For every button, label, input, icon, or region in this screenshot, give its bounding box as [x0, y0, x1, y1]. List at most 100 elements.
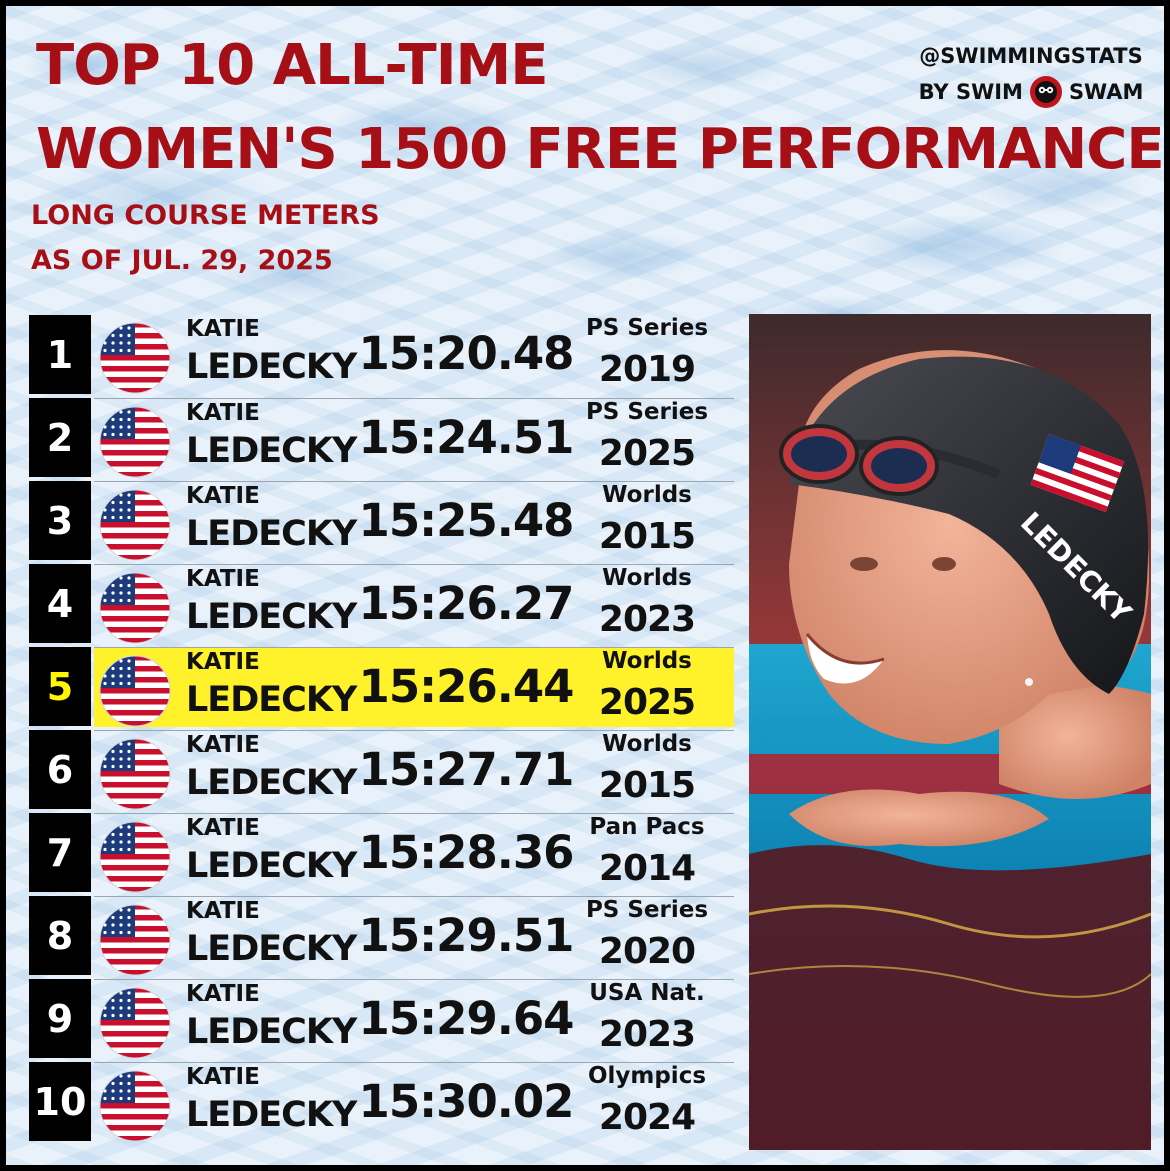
swim-time: 15:26.44: [358, 660, 575, 713]
brand-by-text: BY SWIM: [918, 80, 1023, 104]
meet-name: Worlds: [602, 731, 692, 757]
usa-flag-icon: [99, 1070, 171, 1142]
usa-flag-icon: [99, 821, 171, 893]
table-row: 1 KATIE LEDECKY 15:20.48 PS Series 2019: [29, 312, 734, 395]
athlete-photo: LEDECKY: [749, 314, 1151, 1150]
title-line-1: TOP 10 ALL-TIME: [36, 33, 549, 98]
rank-number: 8: [29, 896, 91, 975]
meet-year: 2014: [598, 848, 696, 889]
rankings-table: 1 KATIE LEDECKY 15:20.48 PS Series 2019 2 KATIE…: [29, 312, 734, 1142]
rank-number: 3: [29, 481, 91, 560]
meet-name: PS Series: [585, 315, 709, 341]
swimswam-logo-icon: [1029, 76, 1062, 108]
brand-byline: BY SWIM SWAM: [916, 74, 1146, 110]
meet-name: Worlds: [602, 565, 692, 591]
swimmer-last-name: LEDECKY: [186, 1012, 357, 1052]
swimmer-first-name: KATIE: [186, 981, 260, 1007]
meet-year: 2025: [598, 433, 696, 474]
meet-name: PS Series: [585, 897, 709, 923]
swim-time: 15:20.48: [358, 327, 575, 380]
swimmer-last-name: LEDECKY: [186, 347, 357, 387]
swimmer-last-name: LEDECKY: [186, 763, 357, 803]
meet-year: 2024: [598, 1097, 696, 1138]
meet-name: PS Series: [585, 399, 709, 425]
brand-name-text: SWAM: [1068, 80, 1144, 104]
row-content: KATIE LEDECKY 15:24.51 PS Series 2025: [94, 398, 734, 478]
swimmer-first-name: KATIE: [186, 898, 260, 924]
row-content: KATIE LEDECKY 15:27.71 Worlds 2015: [94, 730, 734, 810]
swimmer-first-name: KATIE: [186, 1064, 260, 1090]
table-row: 5 KATIE LEDECKY 15:26.44 Worlds 2025: [29, 644, 734, 727]
meet-name: USA Nat.: [589, 980, 705, 1006]
meet-name: Pan Pacs: [589, 814, 705, 840]
subtitle-date: AS OF JUL. 29, 2025: [31, 245, 333, 276]
rank-number: 7: [29, 813, 91, 892]
row-content: KATIE LEDECKY 15:26.27 Worlds 2023: [94, 564, 734, 644]
rank-number: 9: [29, 979, 91, 1058]
meet-year: 2015: [598, 516, 696, 557]
swimmer-first-name: KATIE: [186, 483, 260, 509]
swim-time: 15:24.51: [358, 411, 575, 464]
row-content: KATIE LEDECKY 15:28.36 Pan Pacs 2014: [94, 813, 734, 893]
table-row: 8 KATIE LEDECKY 15:29.51 PS Series 2020: [29, 893, 734, 976]
swimmer-last-name: LEDECKY: [186, 431, 357, 471]
rank-number: 2: [29, 398, 91, 477]
rank-number: 4: [29, 564, 91, 643]
swim-time: 15:30.02: [358, 1075, 575, 1128]
title-line-2: WOMEN'S 1500 FREE PERFORMANCES: [36, 117, 1164, 182]
swimmer-last-name: LEDECKY: [186, 597, 357, 637]
meet-year: 2015: [598, 765, 696, 806]
swim-time: 15:29.64: [358, 992, 575, 1045]
rank-number: 5: [29, 647, 91, 726]
meet-year: 2019: [598, 349, 696, 390]
swimmer-last-name: LEDECKY: [186, 680, 357, 720]
usa-flag-icon: [99, 572, 171, 644]
usa-flag-icon: [99, 322, 171, 394]
meet-year: 2025: [598, 682, 696, 723]
swimmer-last-name: LEDECKY: [186, 514, 357, 554]
swim-time: 15:26.27: [358, 577, 575, 630]
swimmer-last-name: LEDECKY: [186, 929, 357, 969]
table-row: 3 KATIE LEDECKY 15:25.48 Worlds 2015: [29, 478, 734, 561]
meet-year: 2023: [598, 1014, 696, 1055]
meet-name: Worlds: [602, 648, 692, 674]
usa-flag-icon: [99, 987, 171, 1059]
rank-number: 10: [29, 1062, 91, 1141]
row-content: KATIE LEDECKY 15:29.51 PS Series 2020: [94, 896, 734, 976]
row-content: KATIE LEDECKY 15:25.48 Worlds 2015: [94, 481, 734, 561]
infographic-frame: TOP 10 ALL-TIME WOMEN'S 1500 FREE PERFOR…: [6, 6, 1164, 1165]
swim-time: 15:28.36: [358, 826, 575, 879]
subtitle-course: LONG COURSE METERS: [31, 200, 380, 231]
swimmer-first-name: KATIE: [186, 566, 260, 592]
table-row: 6 KATIE LEDECKY 15:27.71 Worlds 2015: [29, 727, 734, 810]
usa-flag-icon: [99, 406, 171, 478]
usa-flag-icon: [99, 489, 171, 561]
meet-name: Worlds: [602, 482, 692, 508]
table-row: 4 KATIE LEDECKY 15:26.27 Worlds 2023: [29, 561, 734, 644]
table-row: 7 KATIE LEDECKY 15:28.36 Pan Pacs 2014: [29, 810, 734, 893]
swimmer-last-name: LEDECKY: [186, 1095, 357, 1135]
swimmer-first-name: KATIE: [186, 732, 260, 758]
swim-time: 15:25.48: [358, 494, 575, 547]
meet-year: 2020: [598, 931, 696, 972]
swim-time: 15:29.51: [358, 909, 575, 962]
swimmer-first-name: KATIE: [186, 316, 260, 342]
row-content: KATIE LEDECKY 15:29.64 USA Nat. 2023: [94, 979, 734, 1059]
row-content: KATIE LEDECKY 15:30.02 Olympics 2024: [94, 1062, 734, 1142]
usa-flag-icon: [99, 655, 171, 727]
usa-flag-icon: [99, 904, 171, 976]
brand-handle: @SWIMMINGSTATS: [919, 44, 1143, 68]
brand-block: @SWIMMINGSTATS BY SWIM SWAM: [916, 38, 1146, 110]
table-row: 10 KATIE LEDECKY 15:30.02 Olympics 2024: [29, 1059, 734, 1142]
row-content: KATIE LEDECKY 15:26.44 Worlds 2025: [94, 647, 734, 727]
row-content: KATIE LEDECKY 15:20.48 PS Series 2019: [94, 315, 734, 394]
usa-flag-icon: [99, 738, 171, 810]
swimmer-first-name: KATIE: [186, 649, 260, 675]
rank-number: 1: [29, 315, 91, 394]
swimmer-first-name: KATIE: [186, 815, 260, 841]
meet-name: Olympics: [587, 1063, 707, 1089]
meet-year: 2023: [598, 599, 696, 640]
swim-time: 15:27.71: [358, 743, 575, 796]
table-row: 9 KATIE LEDECKY 15:29.64 USA Nat. 2023: [29, 976, 734, 1059]
swimmer-first-name: KATIE: [186, 400, 260, 426]
